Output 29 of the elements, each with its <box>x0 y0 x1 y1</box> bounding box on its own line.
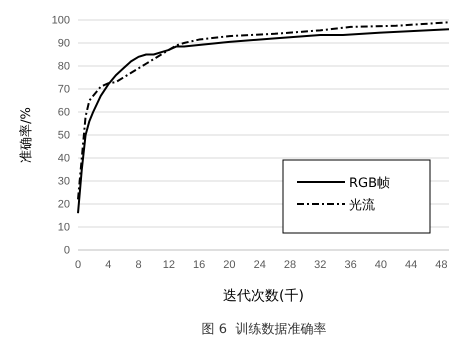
y-tick-label: 80 <box>58 60 70 73</box>
y-axis-title: 准确率/% <box>18 107 34 163</box>
x-tick-label: 24 <box>254 258 266 271</box>
caption: 图 6 训练数据准确率 <box>202 321 326 337</box>
y-tick-label: 100 <box>52 14 70 27</box>
y-tick-label: 40 <box>58 152 70 165</box>
x-axis-title: 迭代次数(千) <box>223 288 304 304</box>
y-tick-label: 20 <box>58 198 70 211</box>
x-tick-label: 32 <box>314 258 326 271</box>
x-tick-label: 48 <box>435 258 448 271</box>
x-tick-label: 28 <box>284 258 296 271</box>
x-tick-label: 0 <box>74 258 82 271</box>
y-tick-label: 0 <box>64 244 70 257</box>
x-tick-label: 12 <box>162 258 175 271</box>
x-tick-label: 40 <box>374 258 387 271</box>
y-tick-label: 10 <box>58 222 70 234</box>
x-tick-label: 16 <box>193 258 206 271</box>
y-tick-label: 90 <box>58 38 70 50</box>
legend-label: 光流 <box>349 197 375 213</box>
y-tick-label: 50 <box>58 130 70 142</box>
y-tick-label: 30 <box>58 176 70 188</box>
y-tick-label: 70 <box>58 84 70 96</box>
legend-label: RGB帧 <box>349 176 390 191</box>
y-tick-label: 60 <box>58 106 70 119</box>
x-tick-label: 8 <box>136 258 142 271</box>
x-tick-label: 20 <box>223 258 236 271</box>
x-tick-label: 4 <box>105 258 112 271</box>
x-tick-label: 44 <box>405 258 418 271</box>
x-tick-label: 36 <box>344 258 357 271</box>
